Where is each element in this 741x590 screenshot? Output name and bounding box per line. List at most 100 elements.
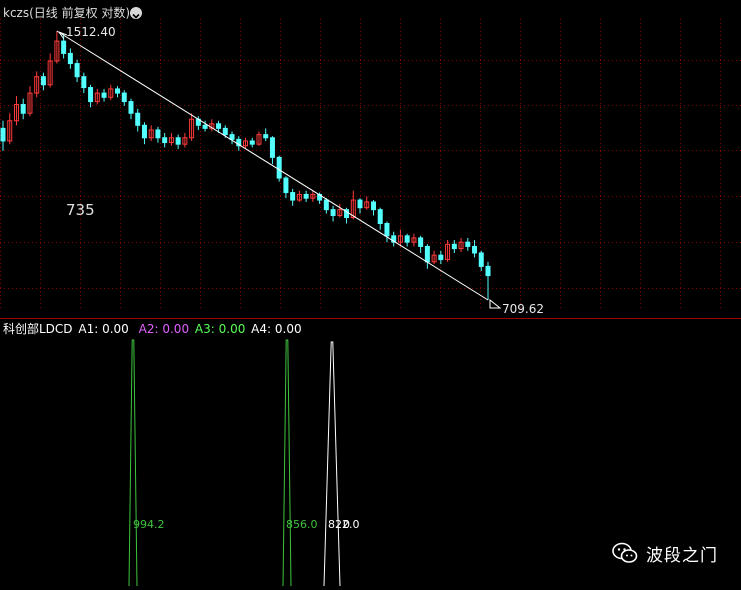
- a2-value: 0.00: [162, 322, 190, 336]
- count-annotation: 735: [66, 201, 95, 219]
- candle-body: [141, 124, 147, 139]
- candle-body: [485, 265, 491, 277]
- candle-body: [397, 235, 403, 243]
- candle-body: [330, 209, 336, 217]
- candle-body: [13, 103, 19, 122]
- candle-body: [296, 193, 302, 201]
- spike-value-label: 822.0: [328, 518, 360, 531]
- candle-body: [216, 123, 222, 129]
- candle-body: [115, 88, 121, 94]
- candle-body: [135, 112, 141, 126]
- candle-body: [20, 103, 26, 114]
- low-price-label: 709.62: [502, 302, 544, 316]
- chart-mode: (日线 前复权 对数): [29, 6, 131, 20]
- a3-label: A3:: [194, 322, 215, 336]
- candle-body: [424, 245, 430, 263]
- candle-body: [418, 237, 424, 247]
- candle-body: [310, 193, 316, 199]
- candle-body: [276, 156, 282, 179]
- candle-body: [384, 223, 390, 237]
- chart-title: kczs(日线 前复权 对数): [3, 6, 130, 20]
- candle-body: [323, 199, 329, 211]
- candle-body: [337, 209, 343, 217]
- candle-body: [472, 245, 478, 254]
- candle-body: [229, 134, 235, 140]
- candle-body: [7, 120, 13, 142]
- a1-value: 0.00: [102, 322, 129, 336]
- trendline[interactable]: [56, 30, 489, 301]
- symbol-code: kczs: [3, 6, 30, 20]
- indicator-name: 科创部LDCD: [3, 322, 73, 336]
- candle-body: [391, 235, 397, 243]
- candle-body: [243, 140, 248, 147]
- watermark: 波段之门: [612, 540, 718, 566]
- indicator-header: 科创部LDCD A1: 0.00 A2: 0.00 A3: 0.00 A4: 0…: [3, 322, 302, 336]
- watermark-text: 波段之门: [646, 545, 718, 566]
- a4-value: 0.00: [274, 322, 302, 336]
- wechat-icon: [612, 542, 638, 563]
- candle-body: [61, 40, 67, 54]
- candle-body: [101, 92, 107, 98]
- candle-body: [249, 140, 255, 145]
- candle-body: [269, 137, 275, 158]
- candle-body: [148, 129, 154, 139]
- spike-value-label: 856.0: [286, 518, 318, 531]
- candle-body: [54, 40, 60, 62]
- candle-body: [431, 254, 437, 263]
- candle-body: [283, 177, 289, 194]
- candle-body: [290, 192, 296, 201]
- candle-body: [350, 199, 356, 218]
- candle-body: [256, 134, 262, 145]
- candle-body: [303, 193, 309, 199]
- candle-body: [377, 209, 383, 225]
- candle-body: [478, 252, 484, 267]
- candle-body: [40, 76, 46, 86]
- candle-body: [34, 76, 40, 94]
- candle-body: [411, 237, 417, 243]
- candle-body: [0, 127, 6, 142]
- candle-body: [357, 199, 363, 209]
- candle-body: [47, 60, 53, 86]
- candle-body: [404, 235, 410, 243]
- low-marker-arrow: [489, 298, 502, 309]
- candle-body: [162, 137, 168, 144]
- high-marker-arrow: [58, 31, 68, 40]
- candle-body: [189, 118, 195, 139]
- candle-body: [128, 101, 134, 114]
- spike-green-2: [282, 339, 292, 587]
- spike-green-1: [128, 339, 138, 587]
- candle-body: [67, 52, 73, 65]
- candle-body: [175, 137, 181, 145]
- spike-white: [323, 341, 341, 587]
- candle-body: [465, 241, 471, 247]
- a2-label: A2:: [138, 322, 159, 336]
- chevron-down-icon[interactable]: [130, 7, 142, 19]
- candle-body: [108, 88, 114, 98]
- candle-body: [94, 92, 100, 103]
- candle-body: [121, 92, 127, 103]
- candle-body: [364, 201, 370, 209]
- candle-body: [88, 87, 94, 103]
- spike-value-label: 0: [343, 518, 350, 531]
- candle-body: [202, 124, 208, 129]
- candle-body: [74, 63, 80, 78]
- a1-label: A1:: [78, 322, 99, 336]
- a3-value: 0.00: [218, 322, 246, 336]
- candle-body: [236, 138, 242, 147]
- candle-body: [182, 137, 188, 145]
- candle-body: [445, 243, 451, 261]
- spike-value-label: 994.2: [133, 518, 165, 531]
- candle-body: [438, 254, 444, 261]
- candle-body: [27, 92, 33, 114]
- candle-body: [263, 134, 269, 139]
- candle-body: [370, 201, 376, 211]
- a4-label: A4:: [251, 322, 272, 336]
- candle-body: [451, 243, 457, 250]
- candle-body: [458, 241, 464, 250]
- candle-body: [222, 127, 228, 136]
- candle-body: [168, 137, 174, 144]
- candle-body: [155, 129, 161, 139]
- high-price-label: 1512.40: [66, 25, 116, 39]
